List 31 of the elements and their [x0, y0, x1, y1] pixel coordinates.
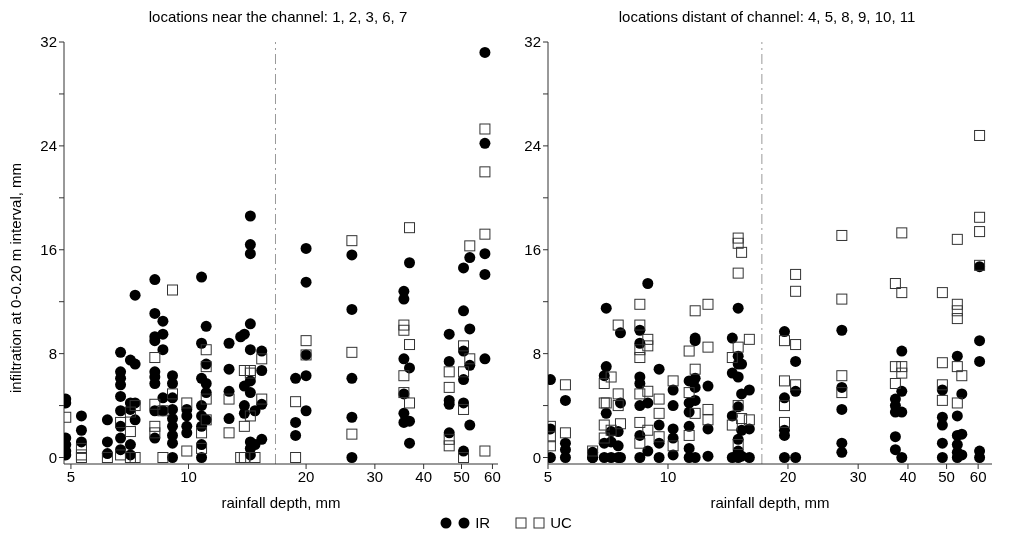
x-axis-title: rainfall depth, mm [221, 494, 341, 511]
x-tick-label: 60 [969, 467, 987, 485]
x-tick-label: 40 [415, 467, 432, 485]
y-tick-label: 24 [524, 137, 541, 155]
legend-label: UC [550, 514, 572, 531]
x-tick-label: 20 [779, 467, 797, 485]
x-tick-label: 20 [297, 467, 315, 485]
y-tick-label: 32 [40, 33, 57, 51]
x-tick-label: 50 [938, 467, 955, 485]
y-tick-label: 0 [532, 448, 541, 466]
x-tick-label: 10 [659, 467, 677, 485]
y-tick-label: 16 [524, 241, 541, 259]
x-tick-label: 50 [453, 467, 470, 485]
x-tick-label: 5 [66, 467, 76, 485]
x-tick-label: 5 [543, 467, 553, 485]
x-tick-label: 30 [366, 467, 384, 485]
y-tick-label: 0 [48, 448, 57, 466]
x-axis-title: rainfall depth, mm [710, 494, 830, 511]
x-tick-label: 30 [849, 467, 867, 485]
x-tick-label: 60 [484, 467, 501, 485]
y-tick-label: 16 [40, 241, 57, 259]
legend-label: IR [475, 514, 491, 531]
chart-title: locations near the channel: 1, 2, 3, 6, 7 [147, 8, 409, 27]
chart-title: locations distant of channel: 4, 5, 8, 9, 10, 11 [617, 8, 917, 27]
y-axis-title: infiltration at 0-0.20 m interval, mm [7, 162, 25, 393]
x-tick-label: 10 [180, 467, 197, 485]
y-tick-label: 8 [532, 344, 541, 362]
y-tick-label: 8 [48, 344, 57, 362]
y-tick-label: 32 [524, 33, 541, 51]
y-tick-label: 24 [40, 137, 57, 155]
x-tick-label: 40 [899, 467, 917, 485]
